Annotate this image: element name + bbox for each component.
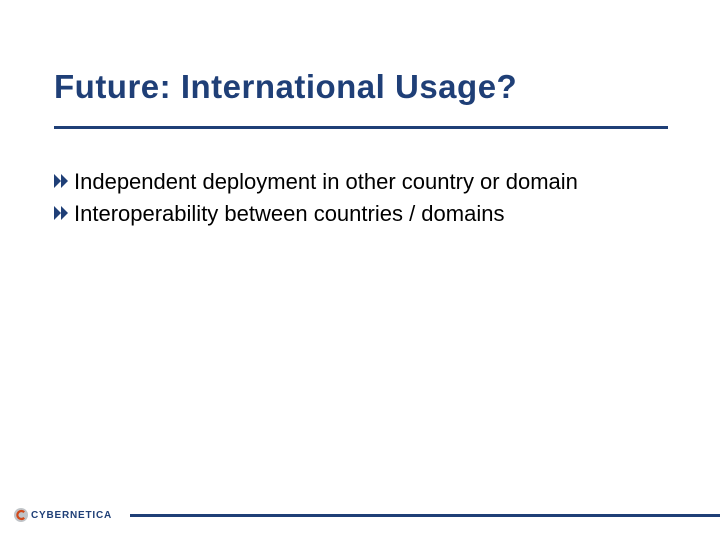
slide-title: Future: International Usage? — [54, 68, 680, 106]
footer-divider — [130, 514, 720, 517]
slide-body: Independent deployment in other country … — [54, 168, 650, 232]
title-underline — [54, 126, 668, 129]
logo-mark-icon — [14, 508, 28, 522]
bullet-text: Interoperability between countries / dom… — [74, 200, 504, 228]
slide: Future: International Usage? Independent… — [0, 0, 720, 540]
bullet-text: Independent deployment in other country … — [74, 168, 578, 196]
bullet-item: Independent deployment in other country … — [54, 168, 650, 196]
bullet-item: Interoperability between countries / dom… — [54, 200, 650, 228]
double-arrow-icon — [54, 202, 72, 228]
logo: CYBERNETICA — [14, 508, 112, 522]
double-arrow-icon — [54, 170, 72, 196]
logo-text: CYBERNETICA — [31, 510, 112, 521]
footer: CYBERNETICA — [0, 502, 720, 526]
